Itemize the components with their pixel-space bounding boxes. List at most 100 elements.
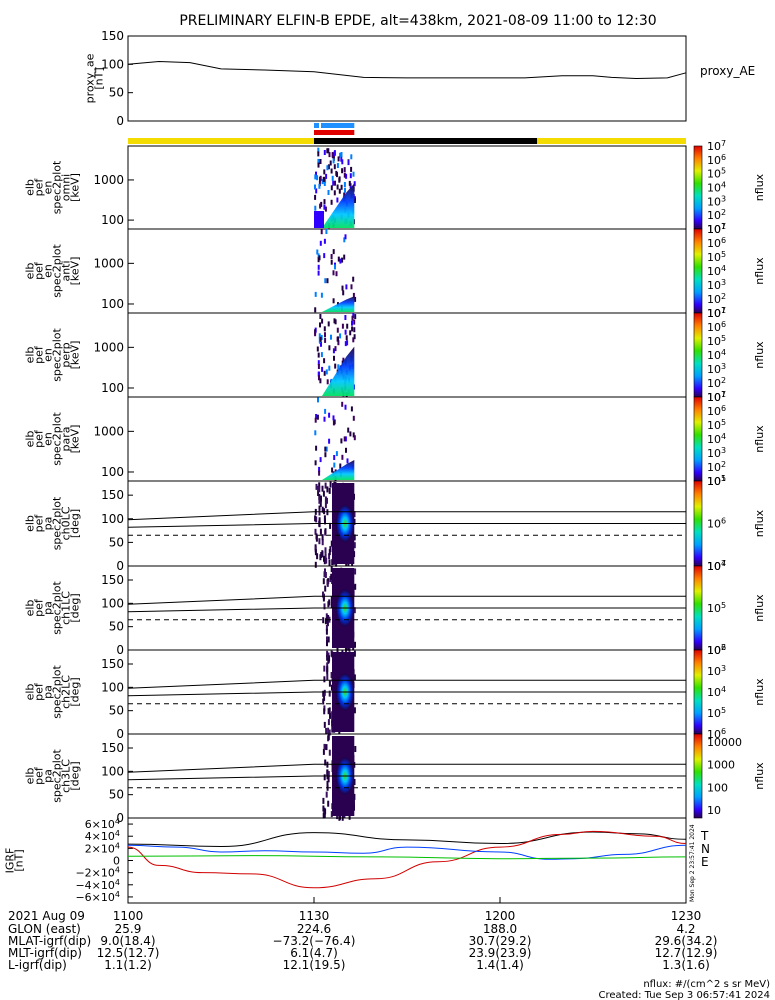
y-tick-label: 1000	[93, 340, 124, 354]
y-label-line: [keV]	[69, 173, 82, 202]
spectrogram-pixel	[347, 160, 350, 166]
y-tick-label: 6×104	[85, 817, 120, 832]
spectrogram-pixel	[329, 712, 331, 719]
y-tick-label: 100	[101, 764, 124, 778]
science-bar-gap	[319, 123, 321, 128]
spectrogram-flux-wedge	[322, 460, 355, 480]
y-tick-label: −4×104	[75, 877, 120, 892]
colorbar-tick-label: 103	[707, 194, 726, 209]
colorbar-tick-exp: 3	[721, 362, 726, 371]
loss-cone-upper-line	[127, 763, 686, 773]
spectrogram-pixel	[353, 534, 356, 541]
spectrogram-pixel	[314, 174, 317, 180]
spectrogram-pixel	[327, 615, 330, 621]
y-tick-label: 150	[101, 741, 124, 755]
orbit-row-value: 25.9	[115, 922, 142, 936]
spectrogram-pixel	[344, 341, 347, 347]
y-label-line: pef	[33, 682, 46, 701]
spectrogram-pixel	[353, 518, 356, 525]
colorbar-tick-label: 10000	[707, 736, 742, 749]
spectrogram-pixel	[321, 318, 324, 324]
y-tick-label: 50	[109, 704, 124, 718]
spectrogram-pixel	[318, 466, 321, 472]
spectrogram-pixel	[319, 528, 322, 535]
spectrogram-pixel	[323, 515, 326, 522]
proxy-ae-legend: proxy_AE	[700, 64, 755, 78]
spectrogram-pixel	[354, 296, 357, 302]
colorbar-tick-label: 103	[707, 446, 726, 461]
spectrogram-pixel	[353, 319, 356, 325]
spectrogram-pixel	[341, 401, 344, 407]
colorbar-tick-label: 105	[707, 474, 726, 489]
spectrogram-pixel	[317, 162, 320, 168]
colorbar-tick-exp: 5	[721, 474, 726, 483]
spectrogram-pixel	[317, 147, 320, 153]
spectrogram-pixel	[326, 780, 329, 787]
spectrogram-pixel	[319, 322, 321, 328]
spectrogram-pixel	[334, 180, 336, 186]
orbit-row-value: 4.2	[676, 922, 695, 936]
spectrogram-pixel	[315, 171, 317, 177]
figure-title: PRELIMINARY ELFIN-B EPDE, alt=438km, 202…	[179, 13, 656, 29]
spectrogram-pixel	[325, 173, 328, 179]
spectrogram-pixel	[333, 355, 335, 361]
spectrogram-pixel	[323, 176, 325, 182]
spectrogram-pixel	[324, 337, 327, 343]
spectrogram-pixel	[331, 175, 334, 181]
spectrogram-pixel	[324, 206, 327, 212]
spectrogram-pixel	[327, 601, 330, 608]
spectrogram-pixel	[339, 333, 342, 339]
spectrogram-pixel	[316, 414, 319, 420]
panel-frame	[127, 228, 687, 314]
spectrogram-pixel	[323, 571, 326, 578]
spectrogram-pixel	[323, 743, 326, 750]
y-label-line: elb	[24, 263, 37, 280]
y-label-line: elb	[24, 768, 37, 785]
spectrogram-pixel	[352, 432, 355, 438]
spectrogram-pixel	[343, 182, 346, 187]
spectrogram-pixel	[352, 415, 355, 421]
colorbar-tick-exp: 3	[721, 446, 726, 455]
spectrogram-pixel	[340, 184, 343, 190]
spectrogram-pixel	[335, 170, 338, 176]
spectrogram-pixel	[314, 528, 317, 535]
spectrogram-pixel	[322, 797, 325, 804]
spectrogram-pixel	[348, 180, 351, 186]
colorbar-tick-exp: 1	[721, 306, 726, 315]
orbit-row-value: 30.7(29.2)	[469, 934, 532, 948]
spectrogram-pixel	[339, 258, 342, 264]
spectrogram-pixel	[340, 438, 343, 444]
spectrogram-pixel	[334, 346, 337, 352]
spectrogram-pixel	[336, 646, 339, 653]
spectrogram-pixel	[343, 167, 346, 173]
spectrogram-pixel	[319, 175, 322, 181]
spectrogram-pixel	[323, 199, 326, 205]
y-label-line: pef	[33, 514, 46, 533]
spectrogram-pixel	[350, 406, 353, 412]
colorbar-tick-exp: 2	[721, 643, 726, 652]
spectrogram-pixel	[337, 336, 339, 342]
spectrogram-pixel	[353, 607, 356, 614]
spectrogram-pixel	[326, 379, 329, 385]
colorbar-tick-label: 105	[707, 250, 726, 265]
colorbar-tick-exp: 6	[721, 516, 726, 525]
spectrogram-pixel	[344, 234, 347, 240]
spectrogram-pixel	[322, 805, 325, 812]
spectrogram-pixel	[322, 690, 325, 697]
spectrogram-pixel	[317, 364, 320, 369]
spectrogram-pixel	[328, 690, 331, 697]
colorbar-tick-exp: 1	[721, 390, 726, 399]
orbit-row-label: L-igrf(dip)	[8, 958, 67, 972]
spectrogram-pixel	[318, 517, 321, 524]
colorbar-tick-label: 102	[707, 643, 726, 658]
spectrogram-pixel	[329, 481, 332, 488]
spectrogram-pixel	[327, 708, 330, 715]
spectrogram-pixel	[323, 708, 326, 715]
orbit-row-value: 1.4(1.4)	[476, 958, 524, 972]
spectrogram-pixel	[328, 729, 331, 736]
y-tick-label: 50	[109, 620, 124, 634]
spectrogram-pixel	[328, 345, 331, 351]
colorbar-label: nflux	[753, 509, 766, 537]
spectrogram-pixel	[346, 323, 349, 329]
